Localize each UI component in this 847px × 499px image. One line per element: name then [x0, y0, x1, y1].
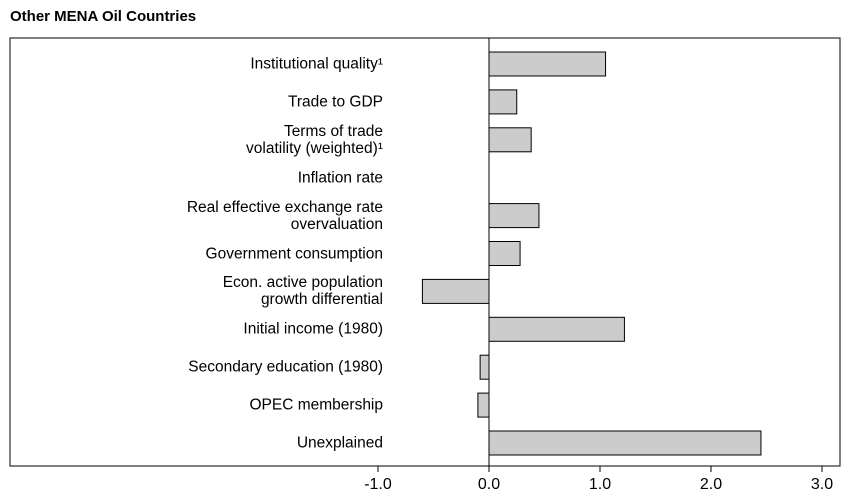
x-tick-label: 2.0 [700, 476, 722, 493]
x-tick-label: 0.0 [478, 476, 500, 493]
bar [421, 278, 490, 304]
category-label: Econ. active population growth different… [222, 274, 383, 309]
category-label: Terms of trade volatility (weighted)¹ [246, 122, 383, 157]
bar [488, 203, 540, 229]
category-label: Real effective exchange rate overvaluati… [186, 198, 383, 233]
chart-title: Other MENA Oil Countries [10, 8, 197, 25]
bar [488, 127, 532, 153]
category-label: Secondary education (1980) [188, 358, 383, 376]
category-label: Institutional quality¹ [250, 55, 383, 73]
x-tick-label: -1.0 [364, 476, 392, 493]
x-tick-label: 3.0 [811, 476, 833, 493]
category-label: OPEC membership [249, 396, 383, 414]
category-label: Inflation rate [297, 169, 383, 187]
bar [488, 89, 518, 115]
category-label: Initial income (1980) [243, 320, 383, 338]
frame [9, 37, 841, 467]
category-label: Unexplained [296, 434, 383, 452]
bar [488, 430, 762, 456]
bar [488, 316, 625, 342]
category-label: Government consumption [205, 245, 383, 262]
category-label: Trade to GDP [287, 93, 383, 111]
bar [479, 354, 490, 380]
bar [477, 392, 490, 418]
bar [488, 51, 607, 77]
bar [488, 241, 521, 266]
x-tick-label: 1.0 [589, 476, 611, 493]
